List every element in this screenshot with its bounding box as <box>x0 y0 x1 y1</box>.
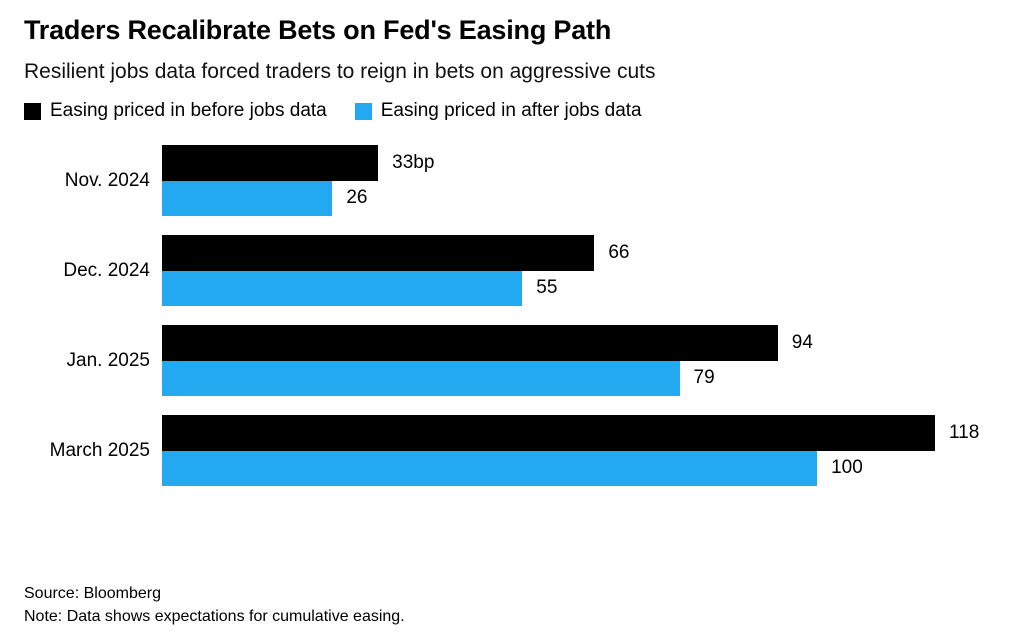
chart-subtitle: Resilient jobs data forced traders to re… <box>24 60 656 83</box>
bar-line: 66 <box>162 235 629 271</box>
value-label: 100 <box>831 457 863 479</box>
legend-item-before: Easing priced in before jobs data <box>24 100 327 122</box>
legend-label-after: Easing priced in after jobs data <box>380 100 642 121</box>
chart-footer: Source: Bloomberg Note: Data shows expec… <box>24 582 405 628</box>
bar-line: 55 <box>162 270 629 306</box>
category-label: March 2025 <box>49 439 150 461</box>
bar-line: 33bp <box>162 145 434 181</box>
bar-line: 26 <box>162 180 434 216</box>
bar-before <box>162 235 595 271</box>
bar-after <box>162 360 680 396</box>
bar-line: 100 <box>162 450 979 486</box>
legend: Easing priced in before jobs data Easing… <box>24 100 1018 122</box>
chart-title: Traders Recalibrate Bets on Fed's Easing… <box>24 15 612 45</box>
chart-row: Jan. 2025 94 79 <box>0 325 1018 396</box>
bar-line: 79 <box>162 360 813 396</box>
category-label: Nov. 2024 <box>64 169 150 191</box>
legend-label-before: Easing priced in before jobs data <box>50 100 327 121</box>
bar-after <box>162 450 818 486</box>
bar-after <box>162 270 523 306</box>
value-label: 66 <box>608 241 630 263</box>
bar-chart: Nov. 2024 33bp 26 Dec. 2024 66 55 Jan. 2025 94 7… <box>0 145 1018 486</box>
value-label: 55 <box>536 277 558 299</box>
legend-item-after: Easing priced in after jobs data <box>354 100 642 122</box>
chart-row: Dec. 2024 66 55 <box>0 235 1018 306</box>
value-label: 94 <box>791 331 813 353</box>
value-label: 26 <box>346 187 368 209</box>
bar-group: 94 79 <box>162 325 813 396</box>
bar-before <box>162 325 778 361</box>
chart-row: Nov. 2024 33bp 26 <box>0 145 1018 216</box>
bar-line: 94 <box>162 325 813 361</box>
bar-group: 66 55 <box>162 235 629 306</box>
legend-swatch-black <box>24 102 41 120</box>
value-label: 79 <box>693 367 715 389</box>
bar-before <box>162 415 935 451</box>
value-label: 118 <box>949 421 980 443</box>
category-label: Dec. 2024 <box>63 259 150 281</box>
category-label: Jan. 2025 <box>66 349 150 371</box>
legend-swatch-blue <box>354 102 372 120</box>
note-text: Note: Data shows expectations for cumula… <box>24 608 405 625</box>
bar-after <box>162 180 333 216</box>
bar-group: 118 100 <box>162 415 979 486</box>
source-text: Source: Bloomberg <box>24 585 161 602</box>
bar-line: 118 <box>162 415 979 451</box>
chart-row: March 2025 118 100 <box>0 415 1018 486</box>
bar-group: 33bp 26 <box>162 145 434 216</box>
bar-before <box>162 145 379 181</box>
value-label: 33bp <box>392 151 435 173</box>
